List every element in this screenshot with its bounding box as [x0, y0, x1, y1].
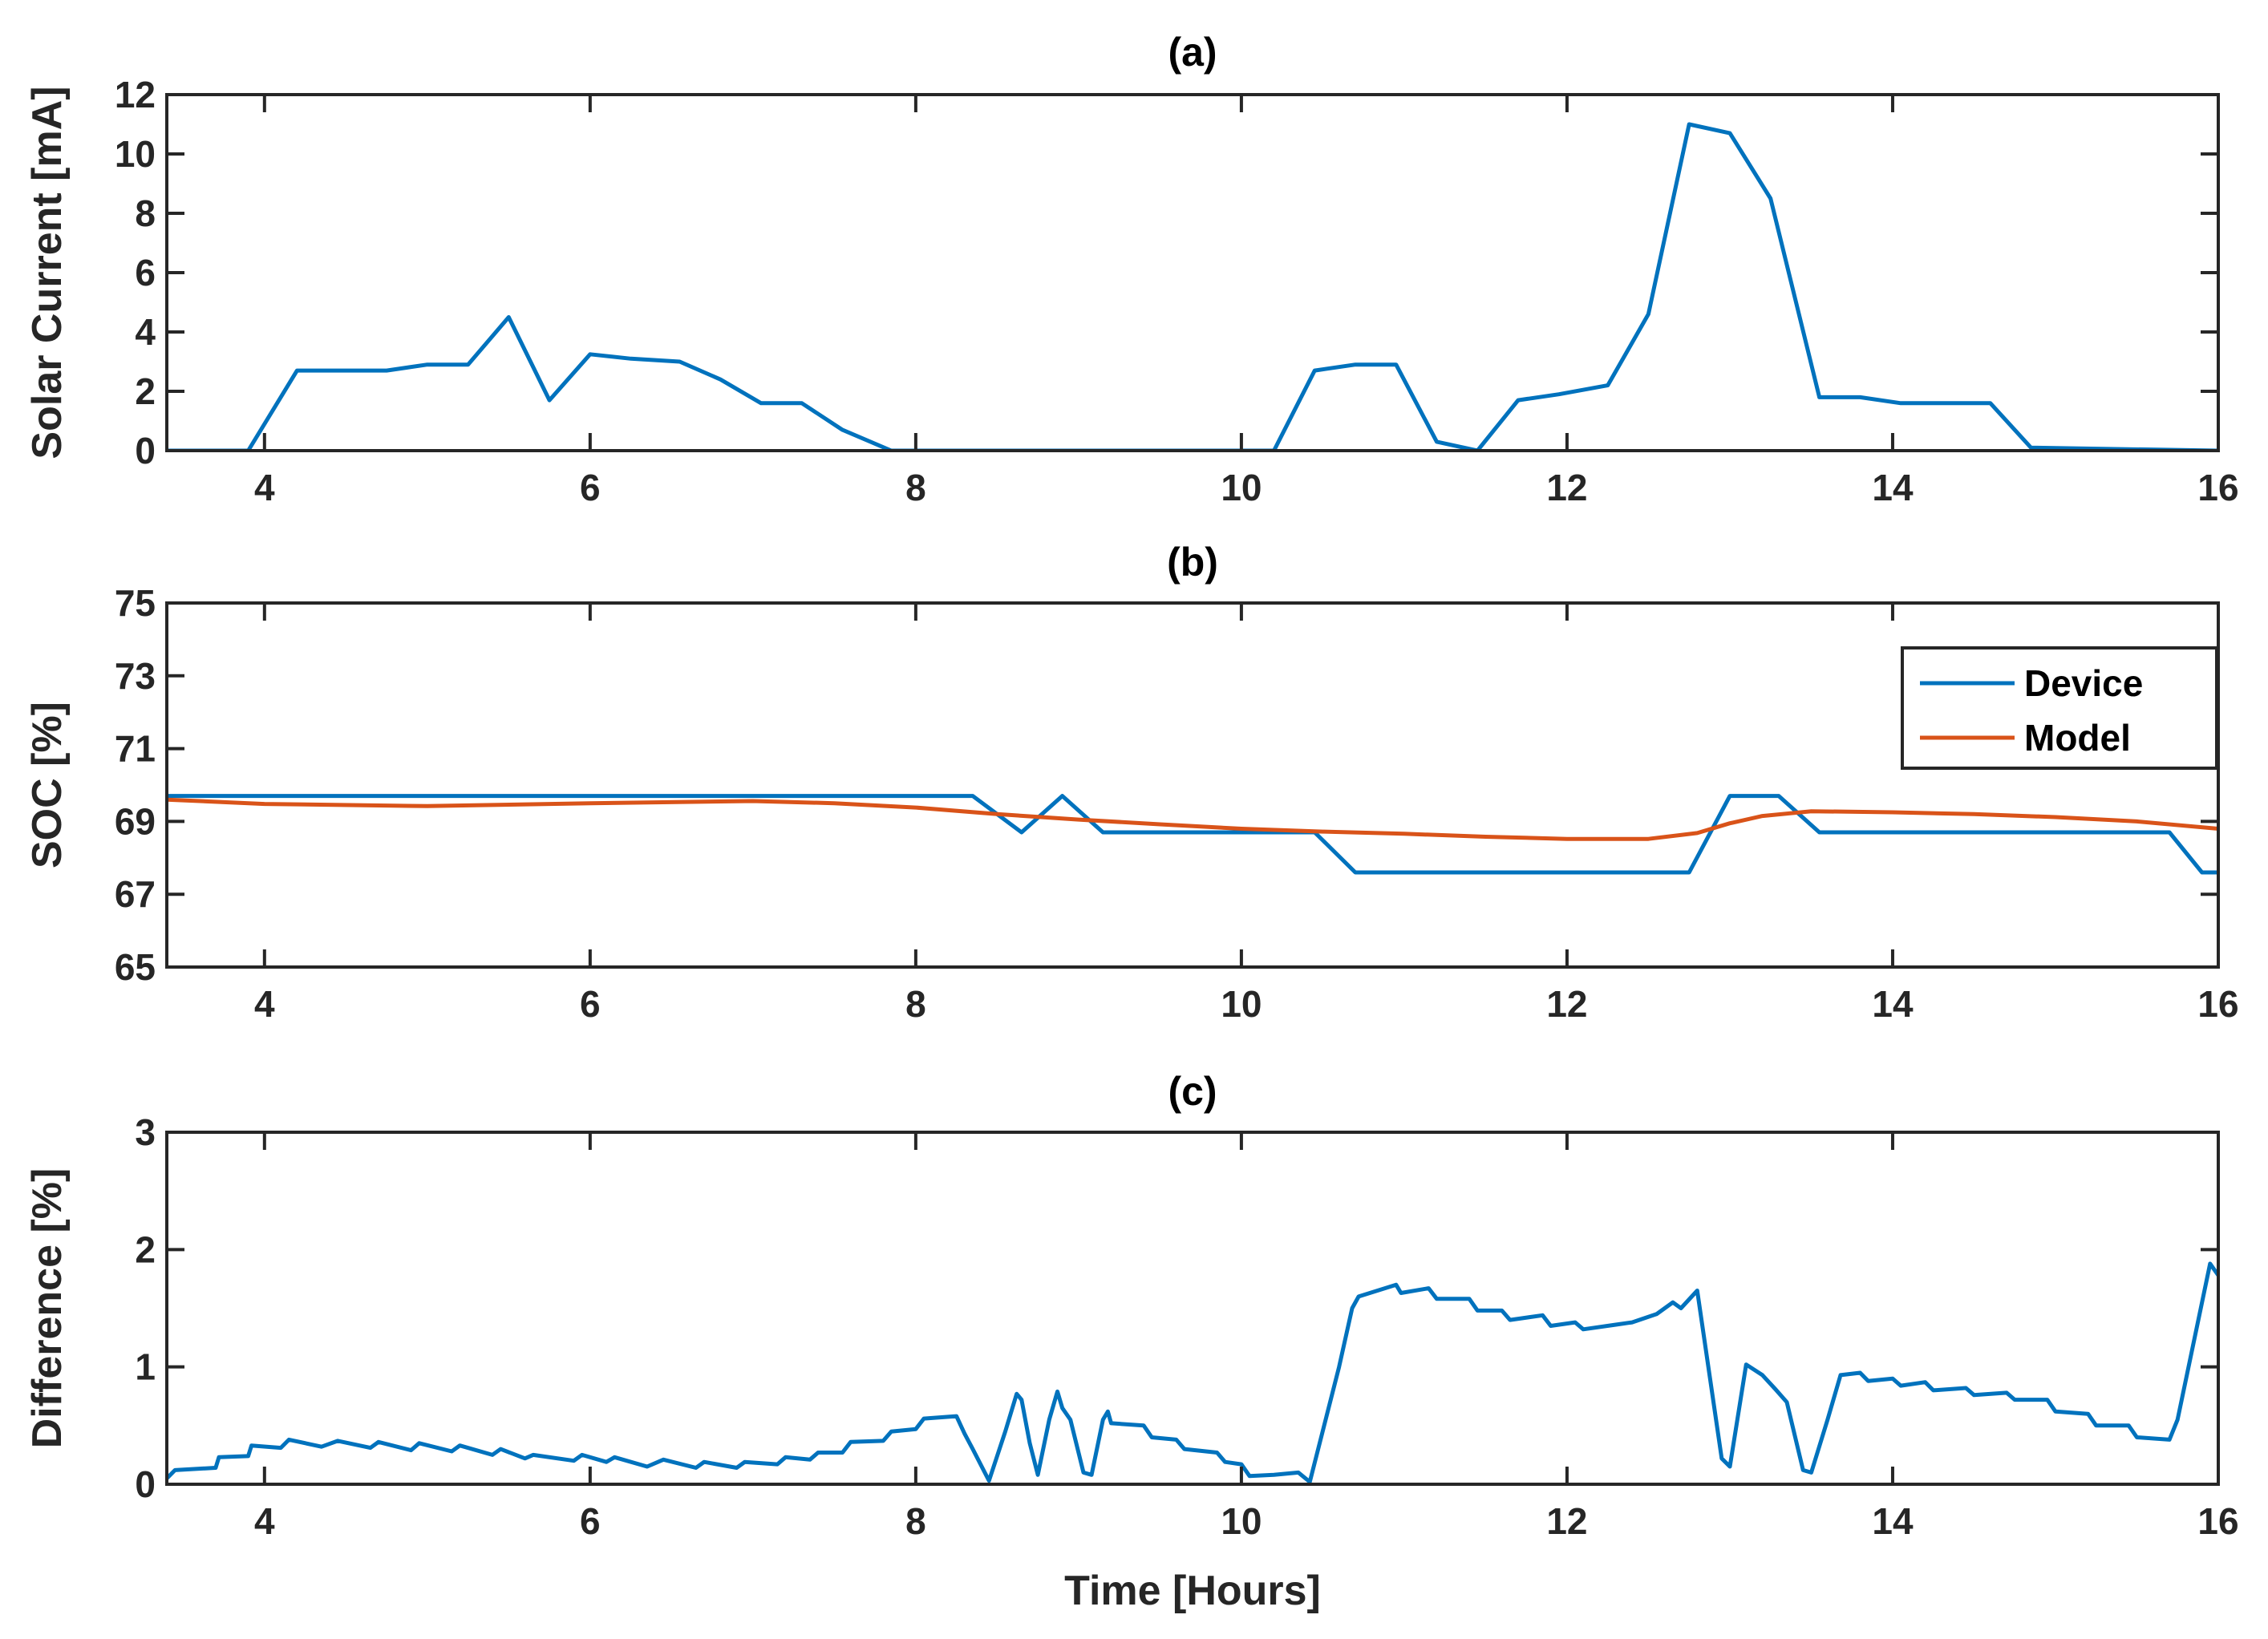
x-tick-label: 8 [905, 467, 926, 508]
x-tick-label: 10 [1221, 1500, 1262, 1542]
x-tick-label: 14 [1872, 467, 1914, 508]
series-line-model [167, 797, 2218, 841]
axes-box [165, 1131, 2220, 1486]
series-line-difference [167, 1261, 2218, 1484]
panel-title: (c) [1168, 1069, 1217, 1114]
panel-b: 4 6 8 10 12 14 16 65 67 69 71 73 75 (b) SOC [%] Device M… [24, 540, 2239, 1025]
y-tick-label: 2 [135, 370, 156, 412]
y-tick-label: 8 [135, 192, 156, 234]
series-line-device [167, 794, 2218, 875]
x-tick-label: 12 [1546, 1500, 1587, 1542]
y-tick-label: 65 [115, 946, 156, 988]
legend-box [1901, 646, 2218, 770]
x-tick-label: 6 [580, 1500, 601, 1542]
x-tick-label: 10 [1221, 467, 1262, 508]
legend-label-model: Model [2024, 717, 2131, 759]
y-tick-label: 75 [115, 582, 156, 624]
y-tick-label: 73 [115, 655, 156, 697]
x-tick-label: 16 [2197, 467, 2238, 508]
panel-title: (a) [1168, 30, 1217, 75]
y-tick-label: 6 [135, 252, 156, 293]
x-tick-label: 14 [1872, 1500, 1914, 1542]
x-tick-label: 4 [254, 1500, 275, 1542]
y-axis-label: Difference [%] [24, 1168, 71, 1449]
y-tick-label: 69 [115, 800, 156, 842]
y-tick-label: 10 [115, 133, 156, 175]
y-axis-label: Solar Current [mA] [24, 86, 71, 459]
x-tick-label: 6 [580, 983, 601, 1025]
series-line-solar-current [167, 122, 2218, 451]
y-tick-label: 2 [135, 1228, 156, 1270]
y-tick-label: 3 [135, 1111, 156, 1153]
x-axis-label: Time [Hours] [1064, 1568, 1321, 1614]
y-axis-label: SOC [%] [24, 702, 71, 868]
x-tick-label: 4 [254, 983, 275, 1025]
x-tick-label: 4 [254, 467, 275, 508]
y-tick-label: 4 [135, 311, 156, 353]
x-tick-label: 16 [2197, 1500, 2238, 1542]
legend-label-device: Device [2024, 662, 2143, 704]
y-tick-label: 12 [115, 74, 156, 115]
axes-box [165, 601, 2220, 969]
y-tick-label: 67 [115, 873, 156, 915]
y-tick-label: 1 [135, 1346, 156, 1388]
axes-box [165, 93, 2220, 452]
x-tick-label: 10 [1221, 983, 1262, 1025]
x-tick-label: 12 [1546, 983, 1587, 1025]
x-tick-label: 16 [2197, 983, 2238, 1025]
y-tick-label: 0 [135, 1463, 156, 1505]
x-tick-label: 8 [905, 983, 926, 1025]
x-tick-label: 12 [1546, 467, 1587, 508]
panel-a: 4 6 8 10 12 14 16 0 2 4 6 8 10 12 (a) Solar Current [mA… [24, 30, 2239, 508]
legend: Device Model [1901, 646, 2218, 770]
y-tick-label: 0 [135, 430, 156, 471]
y-tick-label: 71 [115, 728, 156, 770]
x-tick-label: 14 [1872, 983, 1914, 1025]
panel-title: (b) [1167, 540, 1218, 585]
x-tick-label: 6 [580, 467, 601, 508]
x-tick-label: 8 [905, 1500, 926, 1542]
